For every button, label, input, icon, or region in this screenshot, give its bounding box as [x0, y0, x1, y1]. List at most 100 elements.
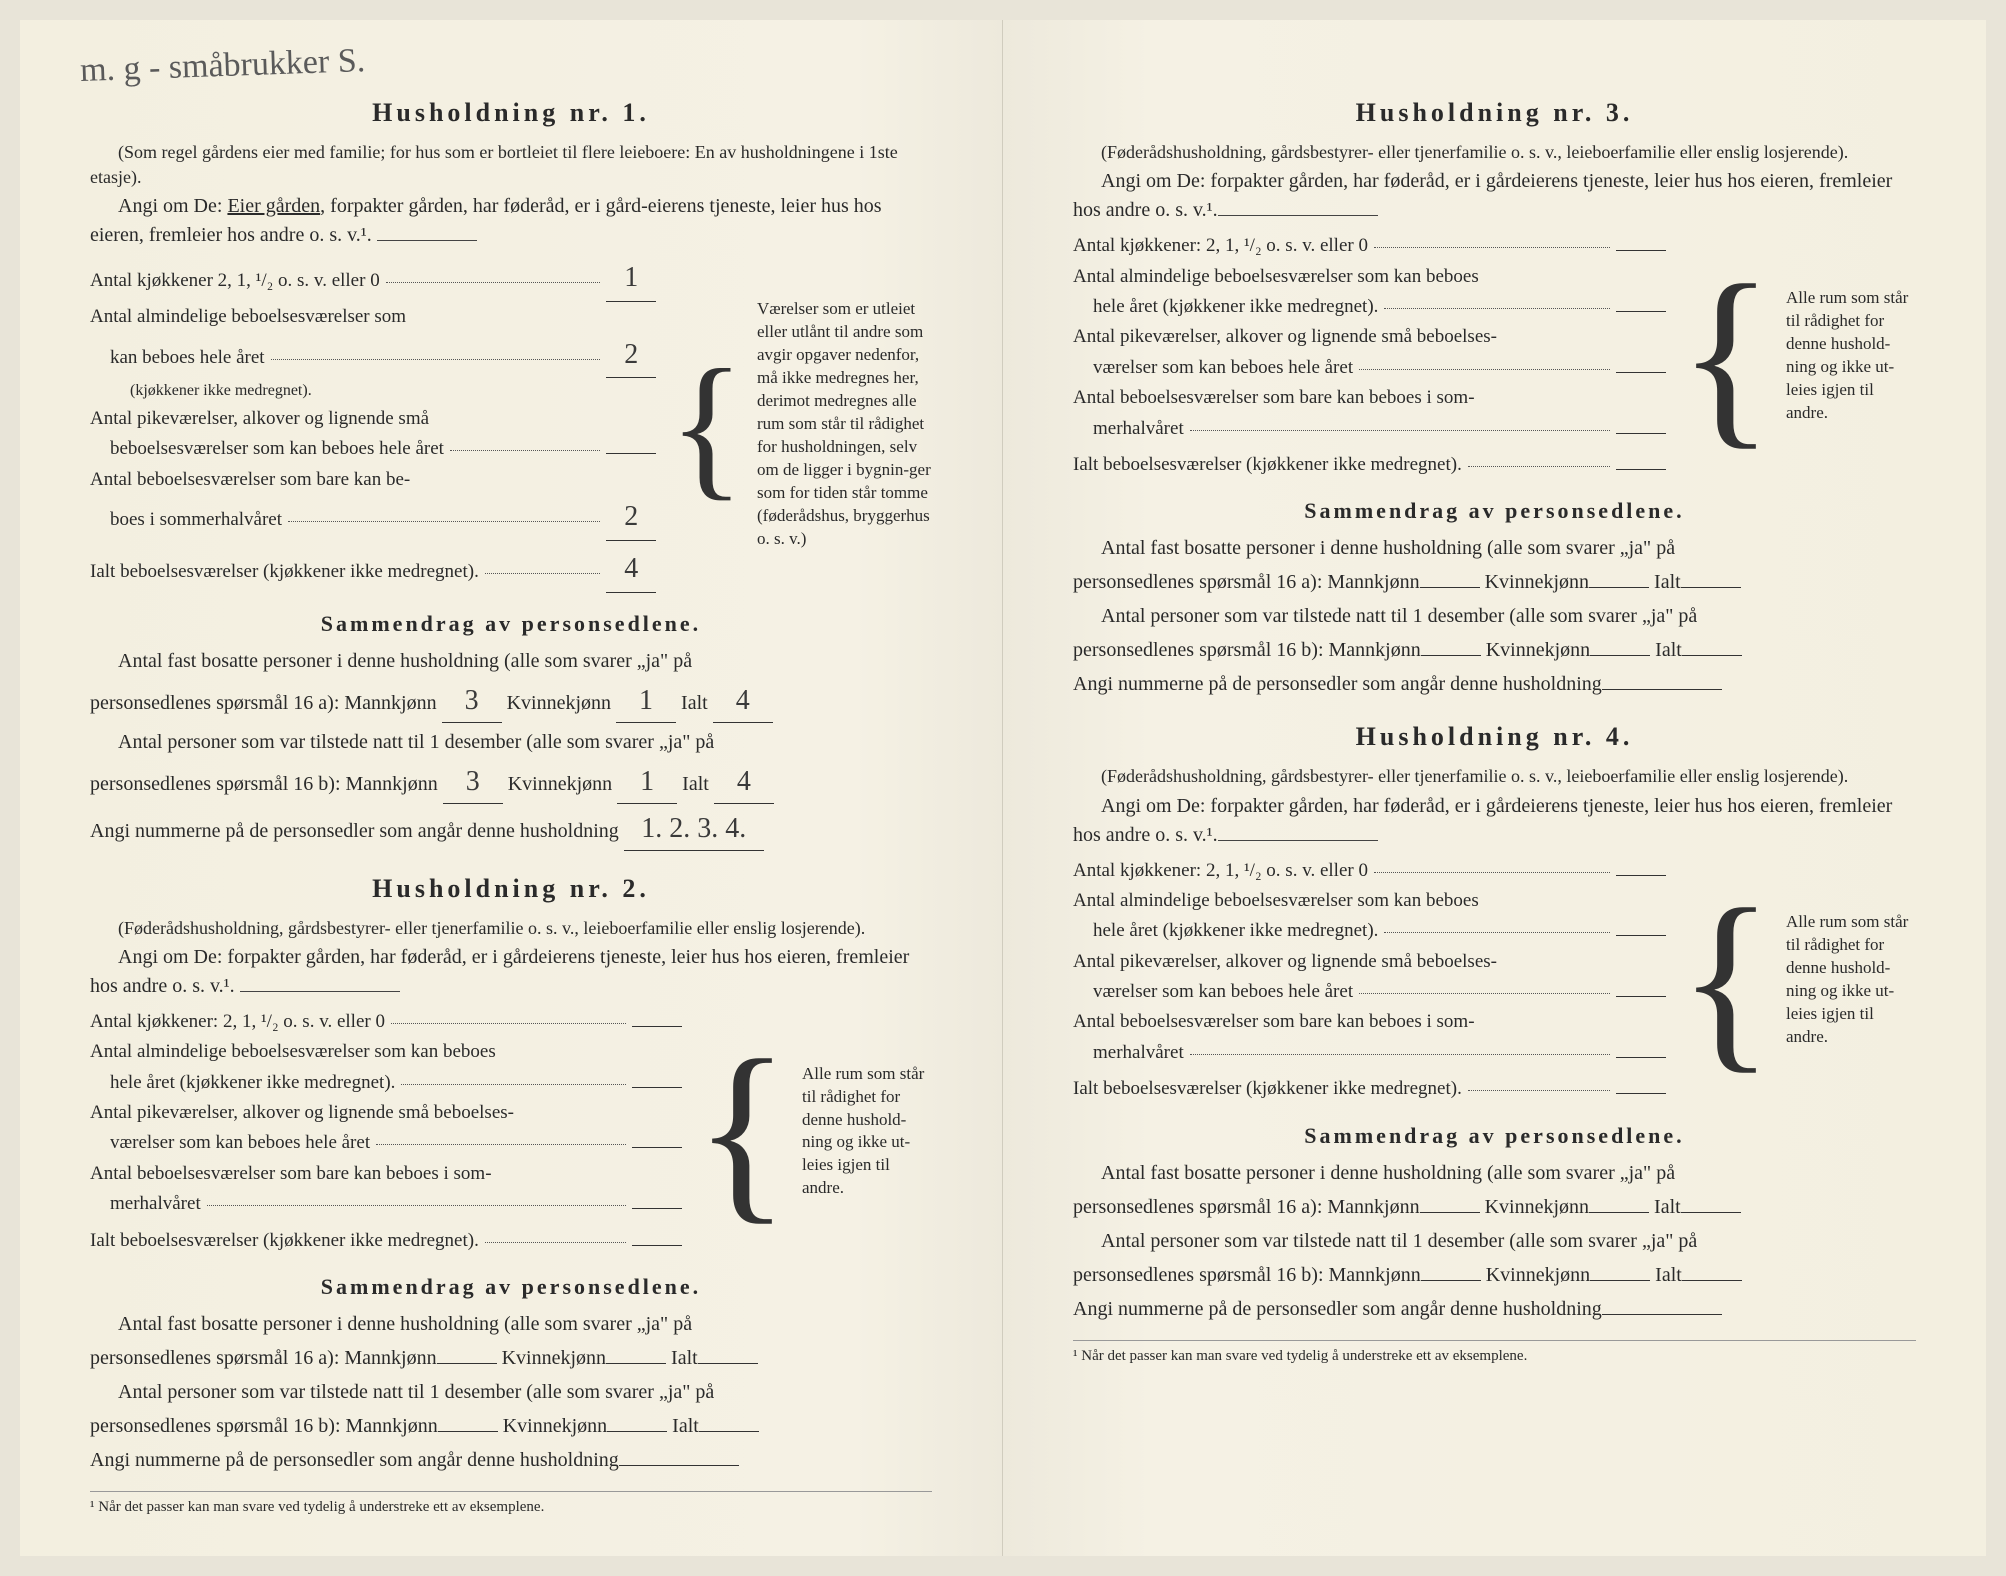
room-value	[1616, 250, 1666, 251]
summary-line: Antal fast bosatte personer i denne hush…	[1073, 533, 1916, 563]
ialt-label: Ialt	[671, 1347, 698, 1369]
nummerne-label: Angi nummerne på de personsedler som ang…	[90, 820, 619, 842]
room-label: kan beboes hele året	[90, 343, 265, 373]
room-subrow: værelser som kan beboes hele året	[1073, 353, 1666, 383]
room-label: hele året (kjøkkener ikke medregnet).	[1073, 916, 1378, 946]
dots	[207, 1187, 626, 1206]
blank-field	[438, 1431, 498, 1432]
nummerne-value: 1. 2. 3. 4.	[624, 808, 764, 851]
kv-label: Kvinnekjønn	[1485, 571, 1589, 593]
blank-field	[1682, 655, 1742, 656]
dots	[391, 1005, 626, 1024]
summary-line: Antal personer som var tilstede natt til…	[90, 727, 932, 757]
room-total-label: Ialt beboelsesværelser (kjøkkener ikke m…	[1073, 450, 1462, 480]
room-row: Antal almindelige beboelsesværelser som …	[1073, 886, 1666, 947]
dots	[485, 1224, 626, 1243]
sum-label: personsedlenes spørsmål 16 b): Mannkjønn	[1073, 1264, 1421, 1286]
room-label: boes i sommerhalvåret	[90, 505, 282, 535]
dots	[450, 432, 600, 451]
room-row: Antal kjøkkener 2, 1, ¹/₂ o. s. v. eller…	[90, 256, 656, 302]
room-label: Antal beboelsesværelser som bare kan beb…	[1073, 383, 1666, 413]
h3-note: (Føderådshusholdning, gårdsbestyrer- ell…	[1073, 140, 1916, 165]
summary-line: personsedlenes spørsmål 16 a): Mannkjønn…	[90, 1343, 932, 1373]
footnote: ¹ Når det passer kan man svare ved tydel…	[90, 1491, 932, 1519]
h1-side-note: Værelser som er utleiet eller utlånt til…	[757, 298, 932, 550]
ialt-value: 4	[713, 680, 773, 723]
sum-label: personsedlenes spørsmål 16 a): Mannkjønn	[90, 692, 437, 714]
angi-blank	[240, 991, 400, 992]
dots	[1384, 914, 1610, 933]
dots	[1190, 412, 1610, 431]
brace-icon: {	[1678, 856, 1774, 1105]
room-value	[1616, 311, 1666, 312]
blank-field	[607, 1431, 667, 1432]
blank-field	[1681, 1212, 1741, 1213]
room-value	[1616, 875, 1666, 876]
summary-line: Angi nummerne på de personsedler som ang…	[1073, 669, 1916, 699]
h4-rooms-lines: Antal kjøkkener: 2, 1, ¹/₂ o. s. v. elle…	[1073, 856, 1666, 1105]
room-subrow: kan beboes hele året 2	[90, 333, 656, 379]
ialt-label: Ialt	[672, 1415, 699, 1437]
room-row: Antal almindelige beboelsesværelser som …	[1073, 262, 1666, 323]
room-value	[1616, 372, 1666, 373]
blank-field	[606, 1363, 666, 1364]
blank-field	[699, 1431, 759, 1432]
ialt-value: 4	[714, 761, 774, 804]
sum-label: personsedlenes spørsmål 16 b): Mannkjønn	[90, 1415, 438, 1437]
room-label: Antal almindelige beboelsesværelser som …	[1073, 262, 1666, 292]
blank-field	[1681, 587, 1741, 588]
blank-field	[1682, 1280, 1742, 1281]
kvinnekjonn-value: 1	[616, 680, 676, 723]
room-value	[632, 1087, 682, 1088]
room-label: Antal pikeværelser, alkover og lignende …	[1073, 322, 1666, 352]
room-total-row: Ialt beboelsesværelser (kjøkkener ikke m…	[90, 547, 656, 593]
h3-summary-title: Sammendrag av personsedlene.	[1073, 494, 1916, 527]
h3-side-note: Alle rum som står til rådighet for denne…	[1786, 287, 1916, 425]
h2-rooms-lines: Antal kjøkkener: 2, 1, ¹/₂ o. s. v. elle…	[90, 1007, 682, 1256]
room-subrow: hele året (kjøkkener ikke medregnet).	[90, 1068, 682, 1098]
room-total-value	[1616, 469, 1666, 470]
room-total-label: Ialt beboelsesværelser (kjøkkener ikke m…	[90, 557, 479, 587]
room-subrow: værelser som kan beboes hele året	[1073, 977, 1666, 1007]
room-label: hele året (kjøkkener ikke medregnet).	[1073, 292, 1378, 322]
room-total-row: Ialt beboelsesværelser (kjøkkener ikke m…	[1073, 450, 1666, 480]
room-label: Antal kjøkkener: 2, 1, ¹/₂ o. s. v. elle…	[90, 1007, 385, 1037]
mannkjonn-value: 3	[443, 761, 503, 804]
h3-angi: Angi om De: forpakter gården, har føderå…	[1073, 167, 1916, 225]
room-value	[1616, 935, 1666, 936]
summary-line: personsedlenes spørsmål 16 b): Mannkjønn…	[90, 761, 932, 804]
room-value	[1616, 1057, 1666, 1058]
room-total-value	[632, 1245, 682, 1246]
ialt-label: Ialt	[681, 692, 708, 714]
h2-angi: Angi om De: forpakter gården, har føderå…	[90, 943, 932, 1001]
room-subrow: boes i sommerhalvåret 2	[90, 495, 656, 541]
h4-title: Husholdning nr. 4.	[1073, 717, 1916, 756]
dots	[1468, 1072, 1610, 1091]
h4-side-note: Alle rum som står til rådighet for denne…	[1786, 911, 1916, 1049]
room-value	[632, 1208, 682, 1209]
h4-rooms-block: Antal kjøkkener: 2, 1, ¹/₂ o. s. v. elle…	[1073, 856, 1916, 1105]
blank-field	[1421, 655, 1481, 656]
h2-note: (Føderådshusholdning, gårdsbestyrer- ell…	[90, 916, 932, 941]
room-row: Antal beboelsesværelser som bare kan beb…	[90, 1159, 682, 1220]
room-total-label: Ialt beboelsesværelser (kjøkkener ikke m…	[90, 1226, 479, 1256]
room-row: Antal kjøkkener: 2, 1, ¹/₂ o. s. v. elle…	[90, 1007, 682, 1037]
blank-field	[1589, 1212, 1649, 1213]
dots	[1384, 290, 1610, 309]
h3-title: Husholdning nr. 3.	[1073, 93, 1916, 132]
h4-summary-title: Sammendrag av personsedlene.	[1073, 1119, 1916, 1152]
h1-note: (Som regel gårdens eier med familie; for…	[90, 140, 932, 190]
room-value: 2	[606, 333, 656, 379]
room-row: Antal almindelige beboelsesværelser som …	[90, 302, 656, 404]
blank-field	[1421, 1280, 1481, 1281]
angi-text: Angi om De: forpakter gården, har føderå…	[90, 946, 909, 997]
room-row: Antal kjøkkener: 2, 1, ¹/₂ o. s. v. elle…	[1073, 856, 1666, 886]
blank-field	[437, 1363, 497, 1364]
room-subrow: hele året (kjøkkener ikke medregnet).	[1073, 292, 1666, 322]
summary-line: personsedlenes spørsmål 16 b): Mannkjønn…	[1073, 635, 1916, 665]
h1-angi: Angi om De: Eier gården, forpakter gårde…	[90, 192, 932, 250]
nummerne-label: Angi nummerne på de personsedler som ang…	[1073, 1298, 1602, 1320]
nummerne-label: Angi nummerne på de personsedler som ang…	[90, 1449, 619, 1471]
kvinnekjonn-value: 1	[617, 761, 677, 804]
room-label: Antal beboelsesværelser som bare kan beb…	[90, 1159, 682, 1189]
